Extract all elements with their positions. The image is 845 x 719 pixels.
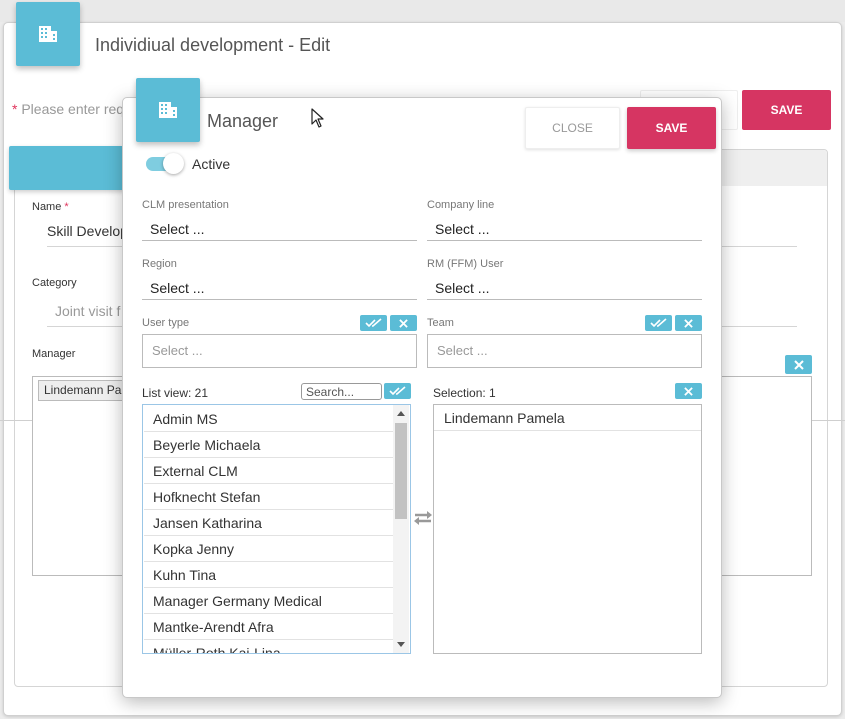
clm-presentation-underline [142,240,417,241]
cursor-icon [311,108,324,128]
company-line-label: Company line [427,199,495,211]
clm-presentation-select[interactable]: Select ... [150,221,205,237]
list-view-label: List view: 21 [142,386,209,400]
list-item[interactable]: Müller-Roth Kai-Lina [144,640,394,653]
region-label: Region [142,258,177,270]
manager-clear-button[interactable] [785,355,812,374]
modal-title: Manager [207,111,279,131]
active-toggle[interactable] [146,153,184,174]
name-required-star: * [64,201,69,213]
rm-user-select[interactable]: Select ... [435,280,490,296]
scroll-up-icon[interactable] [397,411,405,416]
region-underline [142,299,417,300]
rm-user-underline [427,299,702,300]
manager-label: Manager [32,348,76,360]
background-save-button[interactable]: SAVE [742,90,831,130]
list-select-all-button[interactable] [384,383,411,399]
region-select[interactable]: Select ... [150,280,205,296]
selection-item[interactable]: Lindemann Pamela [434,405,701,431]
manager-chip[interactable]: Lindemann Pa [38,380,134,401]
team-label: Team [427,317,454,329]
selection-clear-button[interactable] [675,383,702,399]
rm-user-label: RM (FFM) User [427,258,504,270]
building-badge [16,2,80,66]
category-label: Category [32,277,77,289]
name-label-text: Name [32,201,62,213]
list-item[interactable]: Kopka Jenny [144,536,394,562]
list-item[interactable]: Kuhn Tina [144,562,394,588]
list-item[interactable]: Mantke-Arendt Afra [144,614,394,640]
required-hint: * Please enter req [12,101,124,117]
team-select-all-button[interactable] [645,315,672,331]
team-clear-button[interactable] [675,315,702,331]
close-icon [684,318,693,328]
team-input[interactable]: Select ... [427,334,702,368]
company-line-select[interactable]: Select ... [435,221,490,237]
building-icon [39,26,57,42]
list-item[interactable]: Manager Germany Medical [144,588,394,614]
selection-label: Selection: 1 [433,386,496,400]
scroll-down-icon[interactable] [397,642,405,647]
list-view[interactable]: Admin MS Beyerle Michaela External CLM H… [142,404,411,654]
name-label: Name * [32,201,69,213]
modal-building-badge [136,78,200,142]
user-type-clear-button[interactable] [390,315,417,331]
double-check-icon [364,318,382,328]
double-check-icon [649,318,667,328]
name-field[interactable]: Skill Develop [47,223,128,239]
required-hint-text: Please enter req [21,101,125,117]
category-field[interactable]: Joint visit f [55,303,121,319]
top-band [0,0,845,22]
list-item[interactable]: Hofknecht Stefan [144,484,394,510]
toggle-knob [163,153,184,174]
close-icon [399,318,408,328]
user-type-input[interactable]: Select ... [142,334,417,368]
selection-list[interactable] [433,404,702,654]
list-item[interactable]: Beyerle Michaela [144,432,394,458]
swap-arrows-icon[interactable] [412,510,434,526]
clm-presentation-label: CLM presentation [142,199,229,211]
required-star: * [12,101,22,117]
close-icon [684,386,693,396]
double-check-icon [388,386,406,396]
active-label: Active [192,156,231,172]
save-button[interactable]: SAVE [627,107,716,149]
page-title: Individiual development - Edit [95,35,331,55]
list-item[interactable]: External CLM [144,458,394,484]
list-scrollbar-thumb[interactable] [395,423,407,519]
close-button[interactable]: CLOSE [525,107,620,149]
company-line-underline [427,240,702,241]
list-item[interactable]: Jansen Katharina [144,510,394,536]
user-type-label: User type [142,317,190,329]
building-icon [159,102,177,118]
tab-active[interactable] [9,146,134,190]
user-type-select-all-button[interactable] [360,315,387,331]
list-item[interactable]: Admin MS [144,406,394,432]
close-icon [793,359,804,370]
list-search-input[interactable] [301,383,382,400]
